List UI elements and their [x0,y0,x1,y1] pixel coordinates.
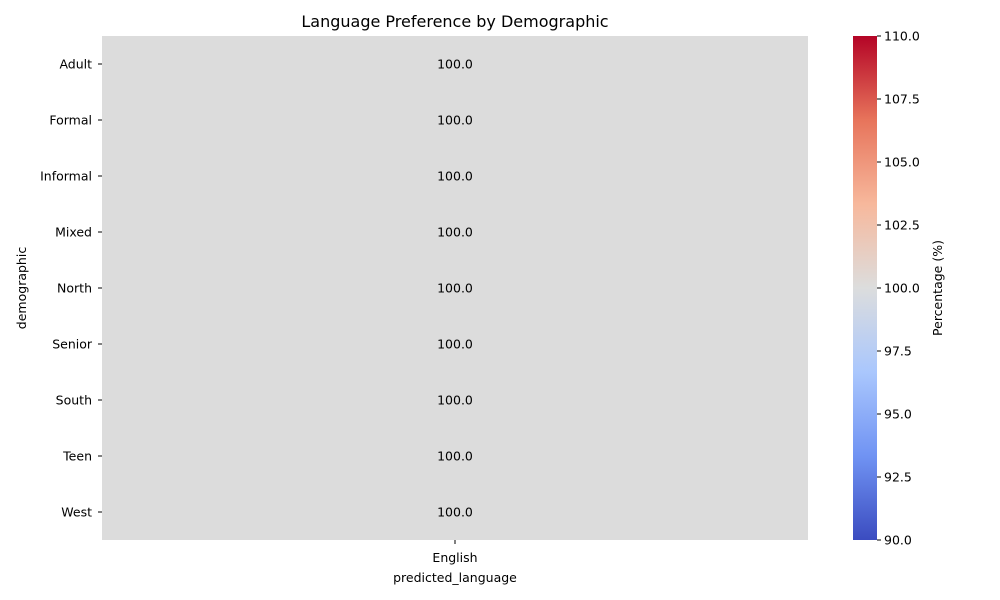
cell-value-label: 100.0 [437,225,473,240]
colorbar-tick-label: 97.5 [884,344,912,359]
x-axis-label: predicted_language [393,570,517,585]
cell-value-label: 100.0 [437,393,473,408]
y-tick-label: Informal [40,169,92,184]
y-axis: Adult Formal Informal Mixed North Senior South… [40,57,102,520]
heatmap-cell [102,428,808,484]
y-tick-label: Mixed [55,225,92,240]
colorbar-tick-label: 92.5 [884,470,912,485]
y-tick-label: West [61,505,92,520]
y-tick-label: North [57,281,92,296]
y-tick-label: Senior [52,337,93,352]
chart-title: Language Preference by Demographic [301,12,608,31]
heatmap-cell [102,372,808,428]
x-axis: English [432,540,478,565]
y-axis-label: demographic [14,247,29,330]
colorbar-label: Percentage (%) [930,240,945,336]
colorbar: 90.0 92.5 95.0 97.5 100.0 102.5 105.0 107.5 110.… [853,29,945,548]
colorbar-tick-label: 100.0 [884,281,920,296]
cell-value-label: 100.0 [437,113,473,128]
colorbar-tick-label: 95.0 [884,407,912,422]
heatmap-cell [102,316,808,372]
colorbar-gradient [853,36,877,540]
heatmap-cell [102,92,808,148]
cell-value-label: 100.0 [437,281,473,296]
heatmap-cells: 100.0 100.0 100.0 100.0 100.0 100.0 100.0 100.0… [102,36,808,540]
colorbar-tick-label: 105.0 [884,155,920,170]
heatmap-cell [102,148,808,204]
heatmap-cell [102,260,808,316]
y-tick-label: Teen [62,449,92,464]
colorbar-tick-label: 102.5 [884,218,920,233]
cell-value-label: 100.0 [437,169,473,184]
colorbar-ticks: 90.0 92.5 95.0 97.5 100.0 102.5 105.0 107.5 110.… [877,29,920,548]
cell-value-label: 100.0 [437,57,473,72]
y-tick-label: Formal [49,113,92,128]
heatmap-cell [102,204,808,260]
cell-value-label: 100.0 [437,449,473,464]
cell-value-label: 100.0 [437,505,473,520]
colorbar-tick-label: 110.0 [884,29,920,44]
y-tick-label: South [56,393,92,408]
heatmap-cell [102,36,808,92]
colorbar-tick-label: 90.0 [884,533,912,548]
heatmap-cell [102,484,808,540]
colorbar-tick-label: 107.5 [884,92,920,107]
y-tick-label: Adult [59,57,92,72]
cell-value-label: 100.0 [437,337,473,352]
x-tick-label: English [432,550,477,565]
